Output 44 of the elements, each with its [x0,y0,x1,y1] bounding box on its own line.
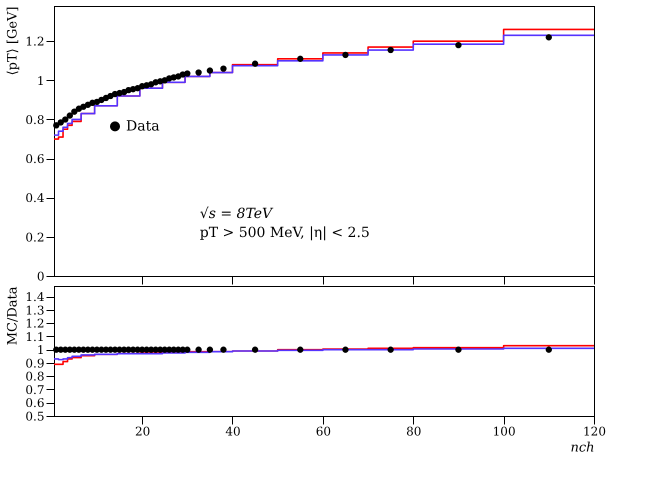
x-tick-label: 40 [225,424,241,438]
point [297,56,304,62]
point [66,112,73,119]
point [195,69,202,76]
y-tick-label: 1 [36,74,44,88]
point [387,46,394,54]
annotation: pT > 500 MeV, |η| < 2.5 [200,224,370,241]
y-axis-title: MC/Data [5,286,20,346]
legend-label: Data [126,118,160,134]
point [455,42,462,48]
y-tick-label: 0.5 [25,410,44,424]
y-tick-label: 0.6 [25,152,44,166]
y-tick-label: 1 [36,343,44,358]
y-tick-label: 0.6 [25,396,44,410]
x-axis-title: nch [570,440,594,456]
y-tick-label: 0.2 [25,230,44,244]
y-tick-label: 0 [36,270,44,284]
point [53,122,60,129]
y-axis-title: ⟨pT⟩ [GeV] [5,6,20,76]
x-tick-label: 20 [134,424,150,438]
point [546,34,552,40]
point [252,60,258,67]
y-tick-label: 0.8 [25,112,44,127]
point [58,119,64,126]
point [342,52,349,58]
x-tick-label: 120 [583,424,606,438]
point [206,67,214,74]
point [62,116,68,123]
x-tick-label: 60 [316,424,332,438]
y-tick-label: 1.4 [25,290,45,304]
annotation: √s = 8TeV [200,206,274,222]
point [184,70,190,77]
y-tick-label: 1.3 [25,303,44,318]
point [220,65,227,72]
y-tick-label: 1.1 [25,330,44,344]
y-tick-label: 0.4 [25,191,45,206]
y-tick-label: 0.8 [25,370,44,384]
y-tick-label: 1.2 [25,316,44,331]
y-tick-label: 0.7 [25,382,44,397]
y-tick-label: 1.2 [25,34,44,49]
x-tick-label: 100 [492,424,516,438]
point [71,108,78,115]
y-tick-label: 0.9 [25,356,44,370]
x-tick-label: 80 [406,424,422,438]
